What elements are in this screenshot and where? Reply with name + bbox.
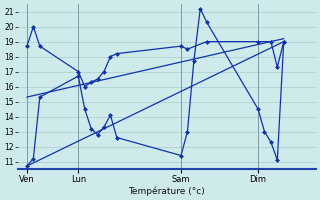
X-axis label: Température (°c): Température (°c) bbox=[129, 186, 205, 196]
